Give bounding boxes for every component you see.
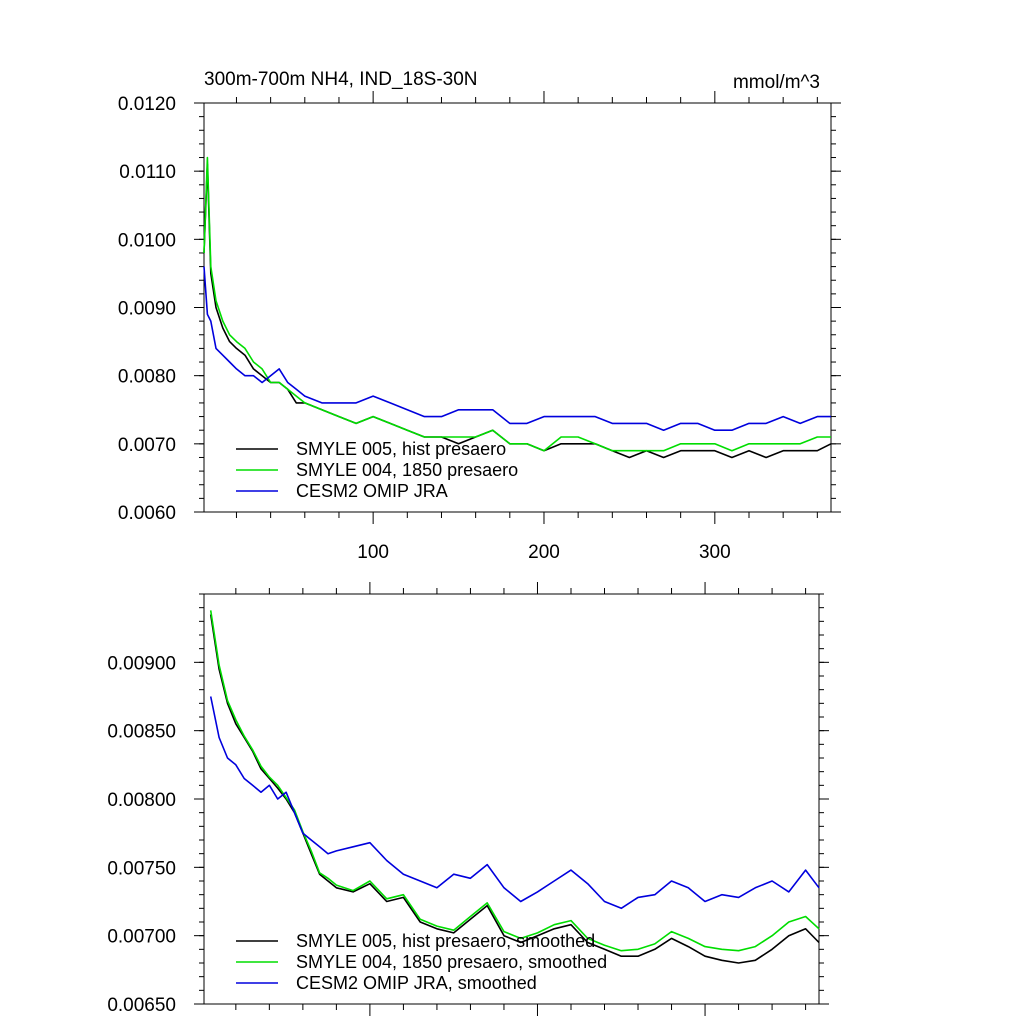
y-tick-label: 0.00850: [107, 722, 176, 743]
series-line-3: [203, 266, 831, 432]
y-tick-label: 0.00900: [107, 653, 176, 674]
top-y-tick-labels: 0.0060 0.0070 0.0080 0.0090 0.0100 0.0110 0.01…: [118, 94, 176, 524]
y-tick-label: 0.0100: [118, 230, 176, 251]
top-axis-ticks: [194, 91, 841, 524]
y-tick-label: 0.00650: [107, 995, 176, 1016]
y-tick-label: 0.0110: [119, 162, 176, 183]
top-x-tick-labels: 100 200 300: [357, 542, 730, 563]
series-line-2: [209, 610, 820, 952]
y-tick-label: 0.00700: [107, 927, 176, 948]
y-tick-label: 0.0120: [118, 94, 176, 115]
y-tick-label: 0.0070: [118, 435, 176, 456]
y-tick-label: 0.00800: [107, 790, 176, 811]
top-series-lines: [203, 156, 832, 459]
series-line-3: [209, 696, 820, 910]
legend-label: SMYLE 005, hist presaero, smoothed: [296, 931, 595, 951]
y-tick-label: 0.0060: [118, 503, 176, 524]
top-panel: 300m-700m NH4, IND_18S-30N mmol/m^3 0.00…: [118, 69, 841, 563]
x-tick-label: 100: [357, 542, 389, 563]
y-tick-label: 0.0090: [118, 299, 176, 320]
series-line-2: [203, 156, 831, 452]
series-line-1: [203, 163, 832, 459]
x-tick-label: 300: [699, 542, 731, 563]
top-chart-title: 300m-700m NH4, IND_18S-30N: [204, 69, 478, 90]
bottom-axis-ticks: [194, 582, 829, 1016]
legend-label: SMYLE 004, 1850 presaero: [296, 460, 518, 480]
top-units-label: mmol/m^3: [733, 72, 820, 93]
x-tick-label: 200: [528, 542, 560, 563]
legend-label: CESM2 OMIP JRA, smoothed: [296, 973, 537, 993]
bottom-legend: SMYLE 005, hist presaero, smoothedSMYLE …: [236, 931, 607, 993]
bottom-y-tick-labels: 0.00650 0.00700 0.00750 0.00800 0.00850 0.009…: [107, 653, 176, 1016]
y-tick-label: 0.0080: [118, 367, 176, 388]
bottom-panel: 0.00650 0.00700 0.00750 0.00800 0.00850 0.009…: [107, 582, 829, 1016]
legend-label: CESM2 OMIP JRA: [296, 481, 448, 501]
legend-label: SMYLE 005, hist presaero: [296, 439, 506, 459]
y-tick-label: 0.00750: [107, 858, 176, 879]
bottom-series-lines: [209, 610, 820, 964]
series-line-1: [209, 614, 820, 964]
legend-label: SMYLE 004, 1850 presaero, smoothed: [296, 952, 607, 972]
